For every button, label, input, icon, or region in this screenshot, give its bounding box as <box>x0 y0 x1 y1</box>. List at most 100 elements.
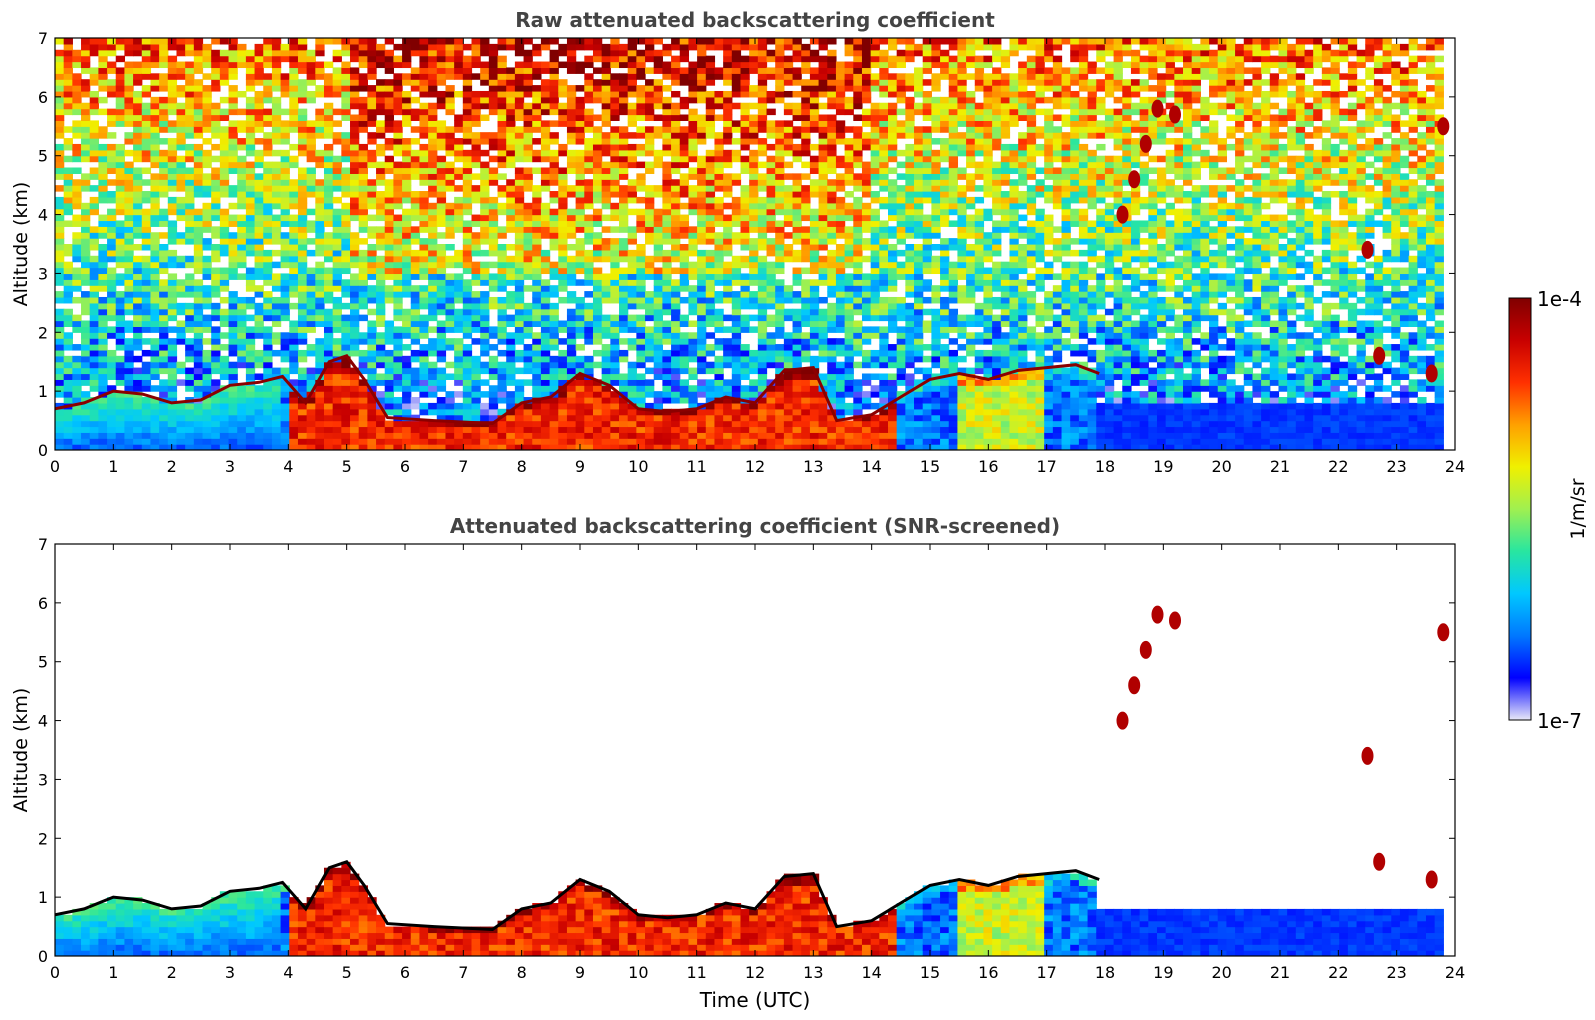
heatmap-cell <box>402 367 412 375</box>
heatmap-cell <box>332 344 342 351</box>
heatmap-cell <box>506 349 516 357</box>
heatmap-cell <box>688 108 698 116</box>
heatmap-cell <box>514 302 525 310</box>
heatmap-cell <box>723 49 733 57</box>
heatmap-cell <box>714 90 724 98</box>
heatmap-cell <box>228 438 238 445</box>
heatmap-cell <box>315 355 325 363</box>
heatmap-cell <box>289 96 299 104</box>
heatmap-cell <box>592 308 603 316</box>
heatmap-cell <box>341 238 351 245</box>
heatmap-cell <box>592 291 603 298</box>
heatmap-cell <box>714 132 724 139</box>
heatmap-cell <box>532 285 542 292</box>
heatmap-cell <box>757 67 768 74</box>
heatmap-cell <box>402 314 412 322</box>
heatmap-cell <box>558 338 568 345</box>
heatmap-cell <box>141 38 152 45</box>
heatmap-cell <box>384 338 395 345</box>
heatmap-cell <box>350 232 360 239</box>
heatmap-cell <box>350 143 360 151</box>
heatmap-cell <box>202 373 212 380</box>
heatmap-cell <box>289 114 299 121</box>
heatmap-cell <box>367 85 377 92</box>
heatmap-cell <box>775 414 785 422</box>
heatmap-cell <box>523 173 533 180</box>
heatmap-cell <box>731 238 742 245</box>
heatmap-cell <box>471 173 481 180</box>
heatmap-cell <box>610 391 620 398</box>
heatmap-cell <box>532 302 542 310</box>
heatmap-cell <box>558 226 568 233</box>
heatmap-cell <box>653 344 663 351</box>
heatmap-cell <box>428 373 438 380</box>
heatmap-cell <box>428 61 438 69</box>
heatmap-cell <box>124 432 134 439</box>
heatmap-cell <box>619 226 629 233</box>
heatmap-cell <box>723 296 733 304</box>
heatmap-cell <box>705 196 716 204</box>
heatmap-cell <box>645 202 655 210</box>
heatmap-cell <box>454 308 464 316</box>
heatmap-cell <box>636 173 646 180</box>
heatmap-cell <box>575 220 585 227</box>
heatmap-cell <box>219 267 230 275</box>
heatmap-cell <box>211 402 221 410</box>
heatmap-cell <box>419 108 429 116</box>
heatmap-cell <box>731 255 742 263</box>
heatmap-cell <box>653 90 663 98</box>
heatmap-cell <box>115 96 126 104</box>
heatmap-cell <box>714 355 724 363</box>
heatmap-cell <box>783 408 794 416</box>
heatmap-cell <box>185 132 195 139</box>
heatmap-cell <box>384 85 395 92</box>
heatmap-cell <box>384 367 395 375</box>
heatmap-cell <box>549 285 559 292</box>
heatmap-cell <box>671 90 681 98</box>
heatmap-cell <box>402 161 412 169</box>
heatmap-cell <box>150 49 160 57</box>
heatmap-cell <box>627 102 637 110</box>
heatmap-cell <box>619 191 629 198</box>
heatmap-cell <box>532 149 542 157</box>
heatmap-cell <box>523 61 533 69</box>
heatmap-cell <box>150 73 160 80</box>
heatmap-cell <box>332 179 342 186</box>
heatmap-cell <box>367 214 377 222</box>
heatmap-cell <box>133 273 143 280</box>
heatmap-cell <box>488 238 499 245</box>
heatmap-cell <box>592 185 603 192</box>
heatmap-cell <box>358 444 368 450</box>
heatmap-cell <box>671 267 681 275</box>
heatmap-cell <box>141 314 152 322</box>
heatmap-cell <box>454 143 464 151</box>
heatmap-cell <box>645 185 655 192</box>
heatmap-cell <box>159 285 169 292</box>
heatmap-cell <box>419 361 429 369</box>
heatmap-cell <box>566 420 577 428</box>
heatmap-cell <box>523 179 533 186</box>
heatmap-cell <box>679 432 690 439</box>
heatmap-cell <box>488 143 499 151</box>
heatmap-cell <box>341 426 351 433</box>
heatmap-cell <box>402 232 412 239</box>
heatmap-cell <box>185 191 195 198</box>
heatmap-cell <box>688 338 698 345</box>
heatmap-cell <box>254 361 264 369</box>
heatmap-cell <box>488 373 499 380</box>
heatmap-cell <box>540 379 551 386</box>
heatmap-cell <box>558 279 568 286</box>
heatmap-cell <box>63 338 73 345</box>
heatmap-cell <box>306 432 316 439</box>
heatmap-cell <box>211 155 221 163</box>
heatmap-cell <box>566 132 577 139</box>
heatmap-cell <box>280 285 290 292</box>
heatmap-cell <box>653 149 663 157</box>
heatmap-cell <box>341 255 351 263</box>
heatmap-cell <box>167 208 178 216</box>
heatmap-cell <box>514 308 525 316</box>
heatmap-cell <box>454 255 464 263</box>
heatmap-cell <box>159 402 169 410</box>
heatmap-cell <box>341 408 351 416</box>
heatmap-cell <box>81 414 91 422</box>
